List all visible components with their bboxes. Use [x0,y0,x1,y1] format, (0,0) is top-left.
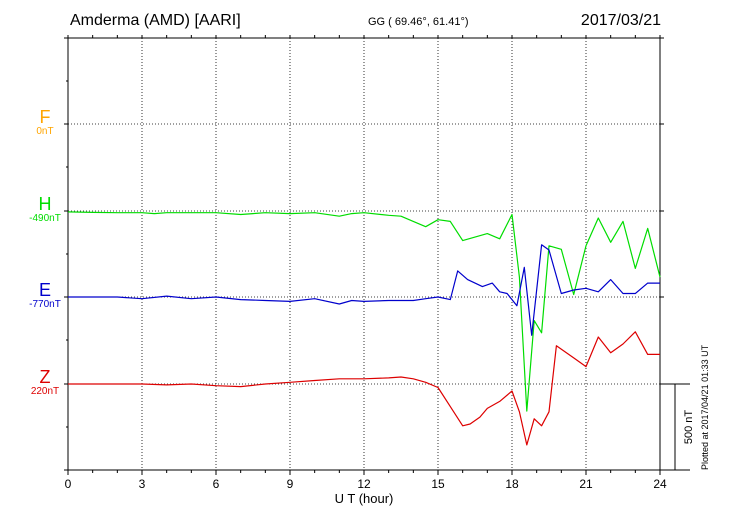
series-line-h [67,211,661,412]
x-tick-label: 3 [139,477,146,491]
date-label: 2017/03/21 [580,12,661,29]
x-tick-label: 18 [505,477,519,491]
x-tick-label: 9 [287,477,294,491]
x-tick-label: 24 [653,477,667,491]
scale-bar-label: 500 nT [683,410,695,445]
x-axis-label: U T (hour) [335,491,394,506]
channel-name: F [39,107,51,127]
x-tick-label: 0 [65,477,72,491]
x-tick-label: 6 [213,477,220,491]
channel-name: Z [39,367,51,387]
series-line-e [68,244,660,336]
channel-offset: 0nT [36,126,54,137]
x-tick-label: 21 [579,477,593,491]
channel-offset: -490nT [29,213,61,224]
x-tick-label: 12 [357,477,371,491]
channel-offset: -770nT [29,299,61,310]
channel-offset: 220nT [30,386,60,397]
channel-label-h: H -490nT [5,195,85,225]
channel-name: E [38,280,51,300]
geographic-coordinates: GG ( 69.46°, 61.41°) [368,16,469,28]
channel-label-z: Z 220nT [5,368,85,398]
station-title: Amderma (AMD) [AARI] [70,12,241,29]
x-tick-label: 15 [431,477,445,491]
plotted-timestamp: Plotted at 2017/04/21 01:33 UT [700,344,710,470]
channel-label-f: F 0nT [5,108,85,138]
channel-name: H [38,194,52,214]
channel-label-e: E -770nT [5,281,85,311]
series-line-z [68,331,660,446]
